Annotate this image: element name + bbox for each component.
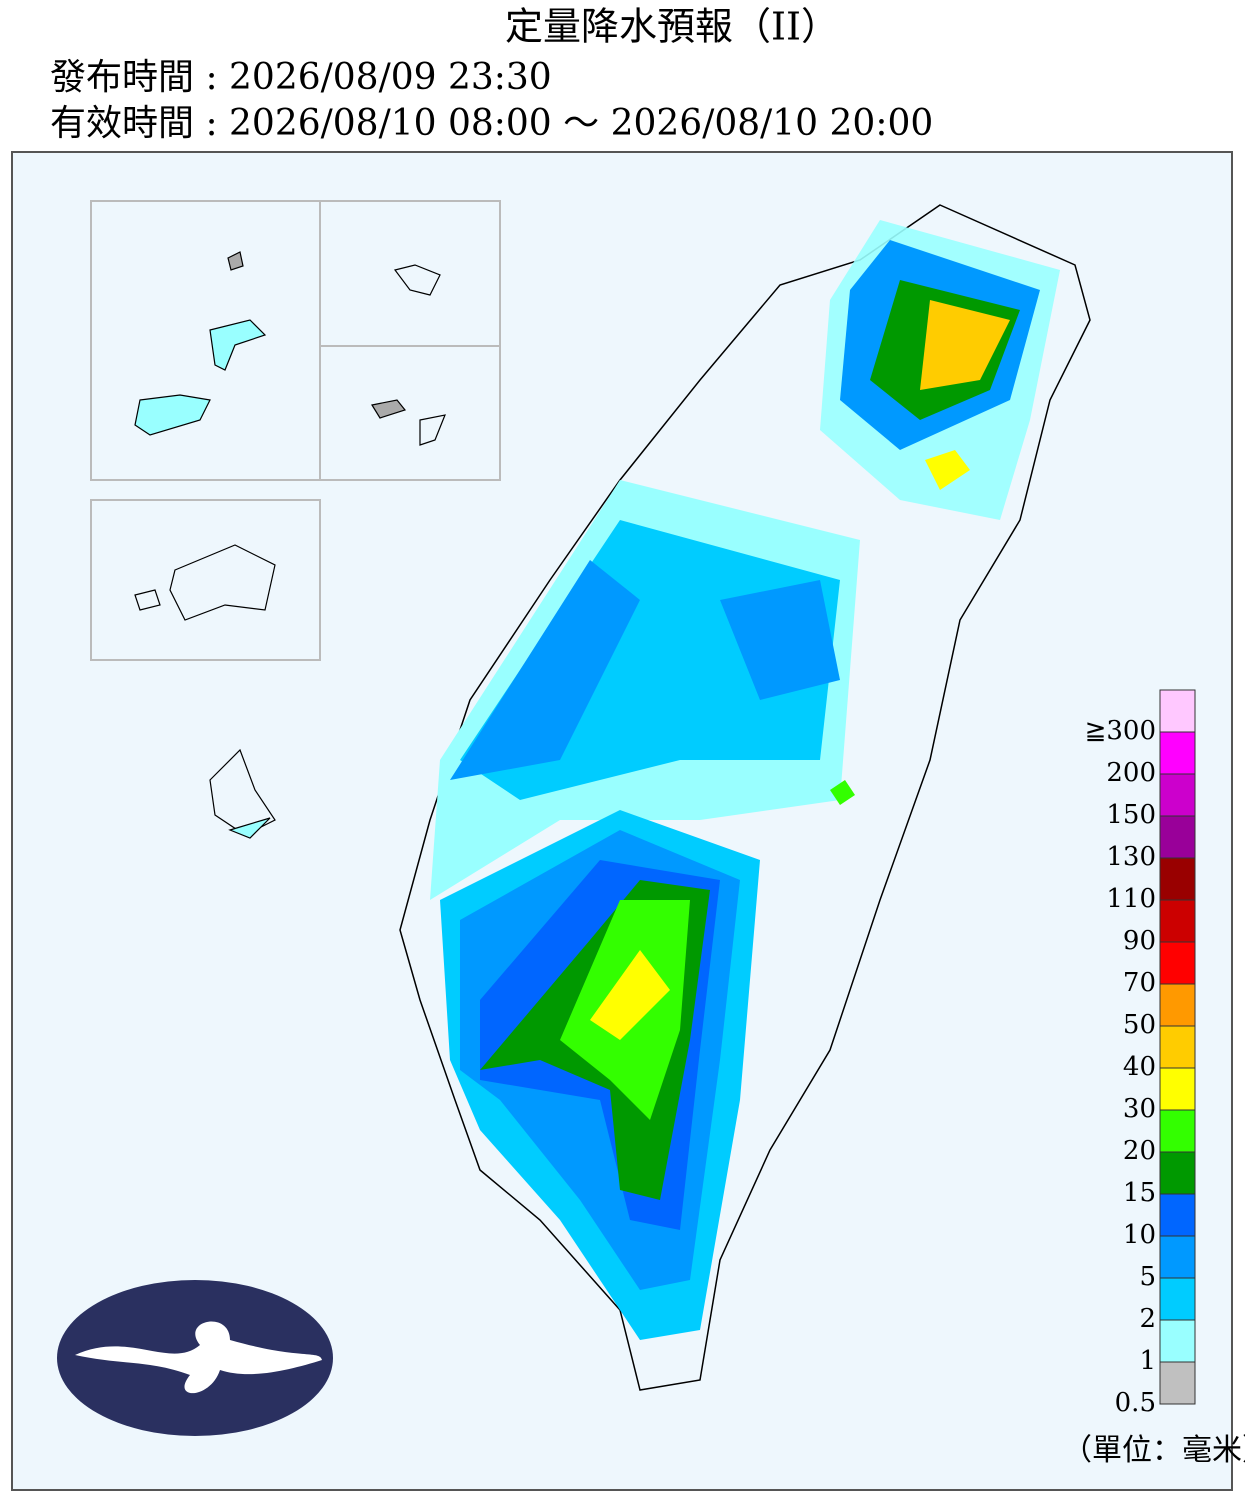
legend-label: 30 — [1123, 1094, 1156, 1124]
legend-swatch — [1159, 899, 1196, 943]
legend-swatch — [1159, 1277, 1196, 1321]
legend-swatch — [1159, 1319, 1196, 1363]
legend-label: 200 — [1106, 758, 1156, 788]
legend-swatch — [1159, 983, 1196, 1027]
rain-shading — [430, 220, 1060, 1340]
legend-swatch — [1159, 857, 1196, 901]
legend-swatch — [1159, 815, 1196, 859]
legend-label: 90 — [1123, 926, 1156, 956]
legend-label: 130 — [1106, 842, 1156, 872]
legend-label: 1 — [1139, 1346, 1156, 1376]
legend-label: 5 — [1139, 1262, 1156, 1292]
legend-swatch — [1159, 941, 1196, 985]
legend-swatch — [1159, 1361, 1196, 1405]
inset-boxes — [90, 200, 501, 661]
legend: ≧300 200 150 130 110 90 70 50 40 30 20 15 10 5 2 1 0.5 — [1085, 689, 1196, 1418]
legend-label: 2 — [1139, 1304, 1156, 1334]
logo-mark — [75, 1321, 322, 1394]
legend-label: 50 — [1123, 1010, 1156, 1040]
legend-label: 150 — [1106, 800, 1156, 830]
islands — [134, 251, 446, 839]
legend-label: 70 — [1123, 968, 1156, 998]
legend-label: 40 — [1123, 1052, 1156, 1082]
legend-swatch — [1159, 1067, 1196, 1111]
legend-swatch — [1159, 689, 1196, 733]
legend-swatch — [1159, 1151, 1196, 1195]
unit-label: （單位：毫米） — [1062, 1433, 1245, 1468]
legend-label: 110 — [1106, 884, 1156, 914]
title: 定量降水預報（II） — [505, 5, 839, 49]
legend-swatch — [1159, 731, 1196, 775]
legend-label: ≧300 — [1085, 716, 1156, 746]
legend-label: 10 — [1123, 1220, 1156, 1250]
legend-swatch — [1159, 1193, 1196, 1237]
legend-label: 0.5 — [1115, 1388, 1156, 1418]
legend-swatch — [1159, 773, 1196, 817]
legend-swatch — [1159, 1235, 1196, 1279]
valid-time: 有效時間 : 2026/08/10 08:00 ～ 2026/08/10 20:… — [50, 103, 933, 144]
legend-label: 20 — [1123, 1136, 1156, 1166]
legend-swatch — [1159, 1109, 1196, 1153]
legend-label: 15 — [1123, 1178, 1156, 1208]
legend-swatch — [1159, 1025, 1196, 1069]
issue-time: 發布時間 : 2026/08/09 23:30 — [50, 57, 552, 98]
